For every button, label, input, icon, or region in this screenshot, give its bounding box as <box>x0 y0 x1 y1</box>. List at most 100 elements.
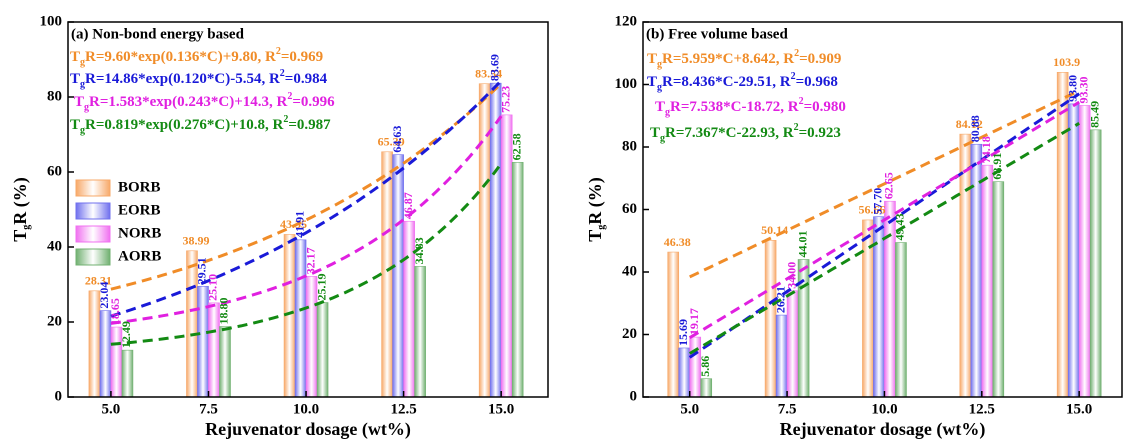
value-label: 5.86 <box>698 356 712 377</box>
legend-swatch <box>75 179 111 197</box>
value-label: 83.54 <box>475 66 502 80</box>
value-label: 49.43 <box>893 214 907 241</box>
value-label: 68.91 <box>990 153 1004 180</box>
bar <box>786 290 799 398</box>
bar <box>381 151 393 398</box>
plot-frame <box>67 21 549 398</box>
y-axis-label: TgR (%) <box>585 177 607 242</box>
legend-label: AORB <box>118 248 161 264</box>
y-tick-label: 120 <box>615 13 638 29</box>
x-tick-label: 5.0 <box>680 401 699 417</box>
bar <box>1067 103 1080 398</box>
y-tick-label: 40 <box>47 238 62 254</box>
value-label: 57.70 <box>871 188 885 215</box>
value-label: 103.9 <box>1053 55 1080 69</box>
x-tick-label: 5.0 <box>102 401 121 417</box>
panel: 46.38 50.14 56.66 84.12 103.9 15.69 26.21 57.70… <box>585 13 1123 440</box>
fit-equation: TgR=14.86*exp(0.120*C)-5.54, R2=0.984 <box>70 68 328 90</box>
legend-swatch <box>75 202 111 220</box>
fit-curve <box>110 115 503 325</box>
bar <box>316 302 329 398</box>
fit-curve <box>688 122 1080 355</box>
bar <box>764 240 777 398</box>
y-tick-label: 60 <box>622 201 637 217</box>
fit-equation: TgR=7.367*C-22.93, R2=0.923 <box>650 122 841 144</box>
legend-label: NORB <box>118 225 161 241</box>
value-label: 32.17 <box>303 247 317 274</box>
value-label: 34.83 <box>412 237 426 264</box>
legend-swatch <box>75 248 111 266</box>
value-label: 25.10 <box>206 274 220 301</box>
value-label: 38.99 <box>182 234 209 248</box>
y-tick-label: 100 <box>40 13 63 29</box>
fit-equation: TgR=7.538*C-18.72, R2=0.980 <box>655 96 846 118</box>
value-label: 93.80 <box>1065 75 1079 102</box>
x-tick-label: 7.5 <box>199 401 218 417</box>
legend-label: BORB <box>118 179 161 195</box>
value-label: 43.35 <box>280 217 307 231</box>
x-tick-label: 10.0 <box>871 401 897 417</box>
fit-equation: TgR=0.819*exp(0.276*C)+10.8, R2=0.987 <box>70 114 331 136</box>
value-label: 85.49 <box>1087 101 1101 128</box>
y-axis-label: TgR (%) <box>10 177 32 242</box>
fit-equation: TgR=5.959*C+8.642, R2=0.909 <box>647 48 841 70</box>
bar <box>1078 105 1091 398</box>
value-label: 83.69 <box>487 54 501 81</box>
bar <box>392 154 404 398</box>
value-label: 26.21 <box>773 286 787 313</box>
y-tick-label: 40 <box>622 263 637 279</box>
panel: 28.31 38.99 43.35 65.39 83.54 23.04 29.51 41.91… <box>10 13 549 440</box>
value-label: 93.30 <box>1076 76 1090 103</box>
fit-curve <box>110 82 503 291</box>
value-label: 23.04 <box>97 282 111 309</box>
x-tick-label: 12.5 <box>969 401 995 417</box>
value-label: 62.65 <box>882 172 896 199</box>
x-tick-label: 12.5 <box>390 401 416 417</box>
bar <box>700 378 713 398</box>
x-axis-label: Rejuvenator dosage (wt%) <box>205 419 411 440</box>
bar <box>414 266 426 398</box>
value-label: 80.88 <box>968 115 982 142</box>
bar <box>895 242 907 398</box>
y-tick-label: 0 <box>55 388 63 404</box>
x-tick-label: 15.0 <box>1066 401 1092 417</box>
panel-title: (a) Non-bond energy based <box>71 26 245 42</box>
y-tick-label: 20 <box>47 313 62 329</box>
value-label: 44.01 <box>795 230 809 257</box>
fit-equation: TgR=9.60*exp(0.136*C)+9.80, R2=0.969 <box>70 46 323 68</box>
value-label: 15.69 <box>676 319 690 346</box>
value-label: 41.91 <box>292 211 306 238</box>
value-label: 64.63 <box>390 126 404 153</box>
value-label: 18.65 <box>108 298 122 325</box>
y-tick-label: 20 <box>622 326 637 342</box>
value-label: 74.18 <box>979 136 993 163</box>
value-label: 50.14 <box>761 223 788 237</box>
value-label: 62.58 <box>509 133 523 160</box>
y-tick-label: 80 <box>622 138 637 154</box>
x-tick-label: 7.5 <box>778 401 797 417</box>
bar <box>197 286 209 398</box>
value-label: 46.87 <box>401 192 415 219</box>
x-axis-label: Rejuvenator dosage (wt%) <box>780 419 986 440</box>
value-label: 28.31 <box>85 274 112 288</box>
value-label: 84.12 <box>956 117 983 131</box>
fit-equation: TgR=8.436*C-29.51, R2=0.968 <box>647 71 838 93</box>
fit-curve <box>688 100 1080 339</box>
value-label: 12.49 <box>119 321 133 348</box>
y-tick-label: 0 <box>630 388 638 404</box>
bar <box>981 164 994 398</box>
x-tick-label: 15.0 <box>488 401 514 417</box>
bar <box>1056 72 1069 398</box>
y-tick-label: 80 <box>47 88 62 104</box>
value-label: 29.51 <box>195 257 209 284</box>
bar <box>678 347 691 398</box>
bar <box>121 349 134 398</box>
bar <box>1089 129 1102 398</box>
fit-curve <box>110 79 503 318</box>
bar <box>775 314 788 398</box>
x-tick-label: 10.0 <box>293 401 319 417</box>
legend-label: EORB <box>118 202 161 218</box>
value-label: 34.00 <box>784 262 798 289</box>
y-tick-label: 60 <box>47 163 62 179</box>
